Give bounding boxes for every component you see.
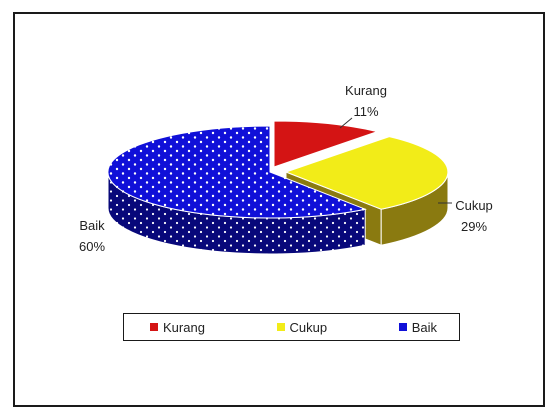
- legend: Kurang Cukup Baik: [123, 313, 460, 341]
- label-cukup-name: Cukup: [455, 198, 493, 213]
- pie-slice-cukup: [284, 136, 449, 210]
- legend-label-baik: Baik: [411, 319, 437, 335]
- legend-item-baik: Baik: [398, 319, 437, 335]
- legend-item-kurang: Kurang: [150, 320, 205, 335]
- label-baik-name: Baik: [79, 218, 105, 233]
- label-cukup-value: 29%: [461, 219, 487, 234]
- legend-label-cukup: Cukup: [289, 319, 328, 335]
- legend-swatch-kurang: [150, 323, 158, 331]
- legend-swatch-baik: [398, 323, 407, 331]
- pie-slice-kurang: [273, 120, 380, 168]
- label-baik-value: 60%: [79, 239, 105, 254]
- legend-swatch-cukup: [276, 323, 285, 331]
- pie-slice-baik: [107, 125, 367, 219]
- label-kurang-value: 11%: [353, 104, 378, 119]
- legend-label-kurang: Kurang: [163, 319, 205, 335]
- label-kurang-name: Kurang: [345, 83, 387, 98]
- leader-kurang: [339, 117, 353, 129]
- legend-item-cukup: Cukup: [276, 319, 328, 335]
